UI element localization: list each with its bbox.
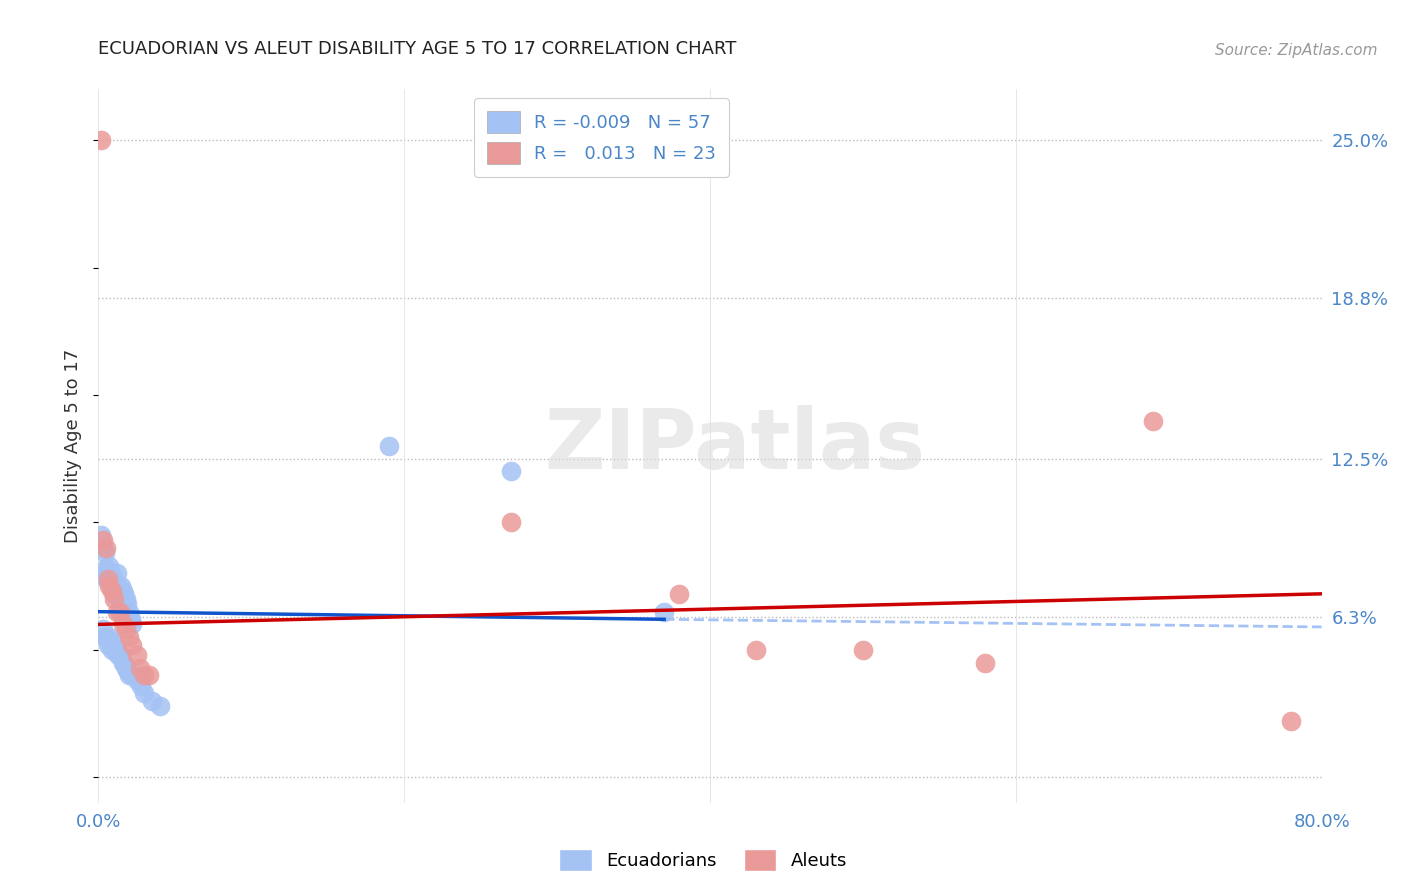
Text: ECUADORIAN VS ALEUT DISABILITY AGE 5 TO 17 CORRELATION CHART: ECUADORIAN VS ALEUT DISABILITY AGE 5 TO … — [98, 40, 737, 58]
Point — [105, 587, 128, 601]
Point — [94, 630, 117, 644]
Point — [138, 668, 160, 682]
Point — [90, 133, 112, 147]
Point — [1279, 714, 1302, 729]
Point — [108, 591, 131, 606]
Point — [90, 528, 112, 542]
Y-axis label: Disability Age 5 to 17: Disability Age 5 to 17 — [65, 349, 83, 543]
Point — [149, 698, 172, 713]
Point — [501, 516, 523, 530]
Point — [103, 587, 125, 601]
Point — [100, 638, 122, 652]
Point — [501, 465, 523, 479]
Point — [101, 579, 124, 593]
Point — [98, 630, 121, 644]
Point — [98, 579, 121, 593]
Point — [108, 605, 131, 619]
Point — [98, 572, 121, 586]
Point — [107, 648, 129, 662]
Point — [98, 558, 121, 573]
Point — [129, 679, 152, 693]
Point — [94, 561, 117, 575]
Point — [852, 643, 875, 657]
Point — [105, 643, 128, 657]
Point — [111, 597, 134, 611]
Point — [141, 694, 163, 708]
Point — [97, 566, 120, 581]
Point — [125, 648, 148, 662]
Legend: Ecuadorians, Aleuts: Ecuadorians, Aleuts — [551, 842, 855, 879]
Point — [111, 617, 134, 632]
Point — [652, 605, 675, 619]
Point — [117, 597, 139, 611]
Point — [97, 638, 120, 652]
Text: Source: ZipAtlas.com: Source: ZipAtlas.com — [1215, 43, 1378, 58]
Point — [93, 630, 115, 644]
Point — [134, 668, 156, 682]
Point — [1142, 413, 1164, 427]
Point — [121, 617, 143, 632]
Point — [108, 584, 131, 599]
Point — [101, 584, 124, 599]
Text: ZIPatlas: ZIPatlas — [544, 406, 925, 486]
Point — [745, 643, 768, 657]
Point — [118, 630, 141, 644]
Point — [101, 643, 124, 657]
Point — [91, 541, 114, 555]
Point — [111, 584, 134, 599]
Legend: R = -0.009   N = 57, R =   0.013   N = 23: R = -0.009 N = 57, R = 0.013 N = 23 — [474, 98, 728, 177]
Point — [378, 439, 401, 453]
Point — [111, 656, 134, 670]
Point — [118, 668, 141, 682]
Point — [112, 656, 135, 670]
Point — [121, 668, 143, 682]
Point — [91, 533, 114, 548]
Point — [110, 579, 132, 593]
Point — [110, 591, 132, 606]
Point — [100, 566, 122, 581]
Point — [115, 591, 138, 606]
Point — [101, 572, 124, 586]
Point — [128, 661, 150, 675]
Point — [115, 605, 138, 619]
Point — [105, 605, 128, 619]
Point — [103, 591, 125, 606]
Point — [120, 612, 142, 626]
Point — [668, 587, 690, 601]
Point — [104, 643, 127, 657]
Point — [134, 686, 156, 700]
Point — [105, 566, 128, 581]
Point — [104, 579, 127, 593]
Point — [93, 546, 115, 560]
Point — [97, 572, 120, 586]
Point — [91, 623, 114, 637]
Point — [974, 656, 997, 670]
Point — [94, 541, 117, 555]
Point — [121, 638, 143, 652]
Point — [115, 661, 138, 675]
Point — [110, 648, 132, 662]
Point — [115, 623, 138, 637]
Point — [112, 587, 135, 601]
Point — [94, 572, 117, 586]
Point — [125, 673, 148, 688]
Point — [117, 663, 139, 677]
Point — [103, 572, 125, 586]
Point — [103, 635, 125, 649]
Point — [108, 648, 131, 662]
Point — [118, 605, 141, 619]
Point — [107, 579, 129, 593]
